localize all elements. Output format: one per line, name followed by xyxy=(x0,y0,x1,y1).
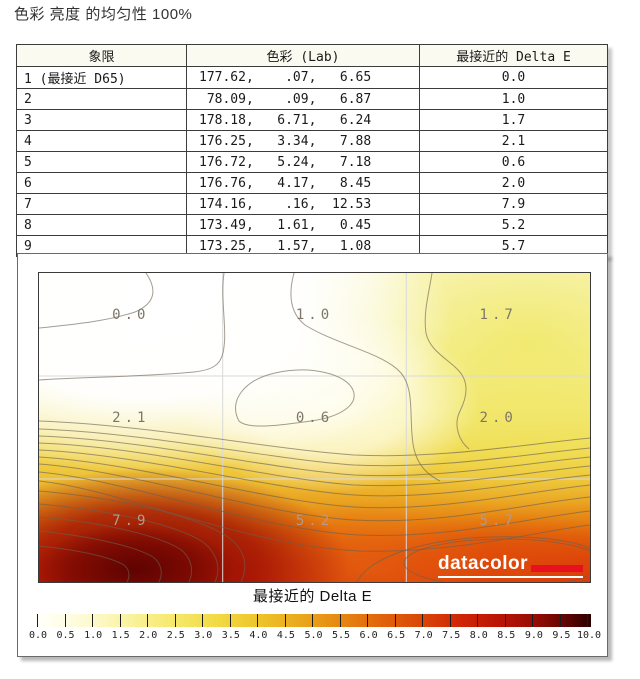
cell-lab: 173.25, 1.57, 1.08 xyxy=(186,235,420,257)
colorbar-tick xyxy=(229,614,231,627)
cell-quadrant: 8 xyxy=(16,214,187,236)
cell-delta_e: 1.0 xyxy=(419,88,608,110)
cell-delta_e: 1.7 xyxy=(419,109,608,131)
table-header-lab: 色彩 (Lab) xyxy=(186,44,420,67)
colorbar-tick-label: 9.5 xyxy=(552,630,571,641)
logo-red-bar xyxy=(531,565,583,572)
contour-map-svg xyxy=(39,273,590,582)
datacolor-logo: datacolor xyxy=(437,553,583,578)
colorbar-tick xyxy=(532,614,533,627)
cell-lab: 176.76, 4.17, 8.45 xyxy=(186,172,420,194)
table-header-quadrant: 象限 xyxy=(16,44,187,67)
colorbar-tick xyxy=(312,614,313,627)
table-row: 3 178.18, 6.71, 6.24 1.7 xyxy=(16,109,608,131)
colorbar-tick-label: 5.0 xyxy=(304,630,323,641)
table-header-delta-e: 最接近的 Delta E xyxy=(419,44,608,67)
colorbar-tick-label: 8.0 xyxy=(469,630,488,641)
colorbar-tick-label: 8.5 xyxy=(497,630,516,641)
colorbar-tick-label: 4.5 xyxy=(276,630,295,641)
table-row: 4 176.25, 3.34, 7.88 2.1 xyxy=(16,130,608,152)
uniformity-table-body: 1 (最接近 D65) 177.62, .07, 6.65 0.0 2 78.09, … xyxy=(16,66,608,257)
cell-quadrant: 3 xyxy=(16,109,187,131)
colorbar-tick-label: 4.0 xyxy=(249,630,268,641)
colorbar-tick xyxy=(449,614,451,627)
colorbar-tick xyxy=(339,614,341,627)
colorbar-tick-label: 10.0 xyxy=(576,630,602,641)
table-row: 9 173.25, 1.57, 1.08 5.7 xyxy=(16,235,608,257)
colorbar-tick xyxy=(284,614,286,627)
colorbar-tick-label: 2.5 xyxy=(166,630,185,641)
colorbar-tick-label: 9.0 xyxy=(524,630,543,641)
colorbar-tick xyxy=(477,614,478,627)
cell-quadrant: 2 xyxy=(16,88,187,110)
colorbar-tick xyxy=(174,614,176,627)
table-row: 1 (最接近 D65) 177.62, .07, 6.65 0.0 xyxy=(16,66,608,89)
colorbar-tick xyxy=(394,614,396,627)
cell-lab: 176.72, 5.24, 7.18 xyxy=(186,151,420,173)
colorbar-tick xyxy=(202,614,203,627)
colorbar-tick-label: 7.0 xyxy=(414,630,433,641)
colorbar-tick-label: 1.5 xyxy=(111,630,130,641)
colorbar-tick-label: 7.5 xyxy=(442,630,461,641)
cell-quadrant: 7 xyxy=(16,193,187,215)
colorbar-tick xyxy=(37,614,38,627)
cell-lab: 78.09, .09, 6.87 xyxy=(186,88,420,110)
table-row: 7 174.16, .16, 12.53 7.9 xyxy=(16,193,608,215)
page-title: 色彩 亮度 的均匀性 100% xyxy=(14,6,193,23)
datacolor-logo-text: datacolor xyxy=(437,553,528,574)
cell-delta_e: 7.9 xyxy=(419,193,608,215)
cell-delta_e: 2.0 xyxy=(419,172,608,194)
table-row: 8 173.49, 1.61, 0.45 5.2 xyxy=(16,214,608,236)
colorbar-tick xyxy=(504,614,506,627)
colorbar-tick xyxy=(92,614,93,627)
table-row: 6 176.76, 4.17, 8.45 2.0 xyxy=(16,172,608,194)
cell-lab: 173.49, 1.61, 0.45 xyxy=(186,214,420,236)
contour-plot: 0.0 1.0 1.7 2.1 0.6 2.0 7.9 5.2 5.7 datacolor xyxy=(38,272,591,583)
colorbar-tick-label: 1.0 xyxy=(84,630,103,641)
table-row: 2 78.09, .09, 6.87 1.0 xyxy=(16,88,608,110)
colorbar-gradient xyxy=(32,614,591,627)
cell-lab: 176.25, 3.34, 7.88 xyxy=(186,130,420,152)
cell-quadrant: 4 xyxy=(16,130,187,152)
cell-quadrant: 5 xyxy=(16,151,187,173)
table-header-row: 象限 色彩 (Lab) 最接近的 Delta E xyxy=(16,44,608,67)
cell-lab: 177.62, .07, 6.65 xyxy=(186,66,420,89)
colorbar-title: 最接近的 Delta E xyxy=(252,588,373,605)
cell-quadrant: 6 xyxy=(16,172,187,194)
table-row: 5 176.72, 5.24, 7.18 0.6 xyxy=(16,151,608,173)
colorbar-tick-label: 3.0 xyxy=(194,630,213,641)
colorbar-tick-label: 5.5 xyxy=(331,630,351,641)
cell-lab: 174.16, .16, 12.53 xyxy=(186,193,420,215)
colorbar-tick xyxy=(559,614,561,627)
colorbar-tick xyxy=(367,614,368,627)
colorbar-tick-label: 3.5 xyxy=(221,630,240,641)
colorbar-tick-label: 6.0 xyxy=(359,630,378,641)
colorbar-tick xyxy=(422,614,423,627)
colorbar-labels: 0.0 0.5 1.0 1.5 2.0 2.5 3.0 3.5 4.0 4.5 5.0 5.5 6.0 6… xyxy=(26,630,601,641)
cell-quadrant: 9 xyxy=(16,235,187,257)
colorbar-tick xyxy=(587,614,588,627)
cell-delta_e: 0.0 xyxy=(419,66,608,89)
colorbar-tick xyxy=(119,614,121,627)
cell-delta_e: 5.2 xyxy=(419,214,608,236)
colorbar-tick-label: 0.0 xyxy=(28,630,48,641)
cell-delta_e: 5.7 xyxy=(419,235,608,257)
colorbar-tick-label: 6.5 xyxy=(387,630,406,641)
cell-quadrant: 1 (最接近 D65) xyxy=(16,66,187,89)
colorbar-tick xyxy=(257,614,258,627)
cell-delta_e: 0.6 xyxy=(419,151,608,173)
colorbar-tick xyxy=(147,614,148,627)
colorbar-tick-label: 2.0 xyxy=(139,630,158,641)
uniformity-chart-frame: 0.0 1.0 1.7 2.1 0.6 2.0 7.9 5.2 5.7 datacolor 最接… xyxy=(17,253,608,657)
colorbar-ticks xyxy=(37,614,588,627)
uniformity-table: 象限 色彩 (Lab) 最接近的 Delta E 1 (最接近 D65) 177.… xyxy=(16,44,608,257)
colorbar-tick-label: 0.5 xyxy=(56,630,75,641)
colorbar-tick xyxy=(64,614,66,627)
cell-lab: 178.18, 6.71, 6.24 xyxy=(186,109,420,131)
cell-delta_e: 2.1 xyxy=(419,130,608,152)
